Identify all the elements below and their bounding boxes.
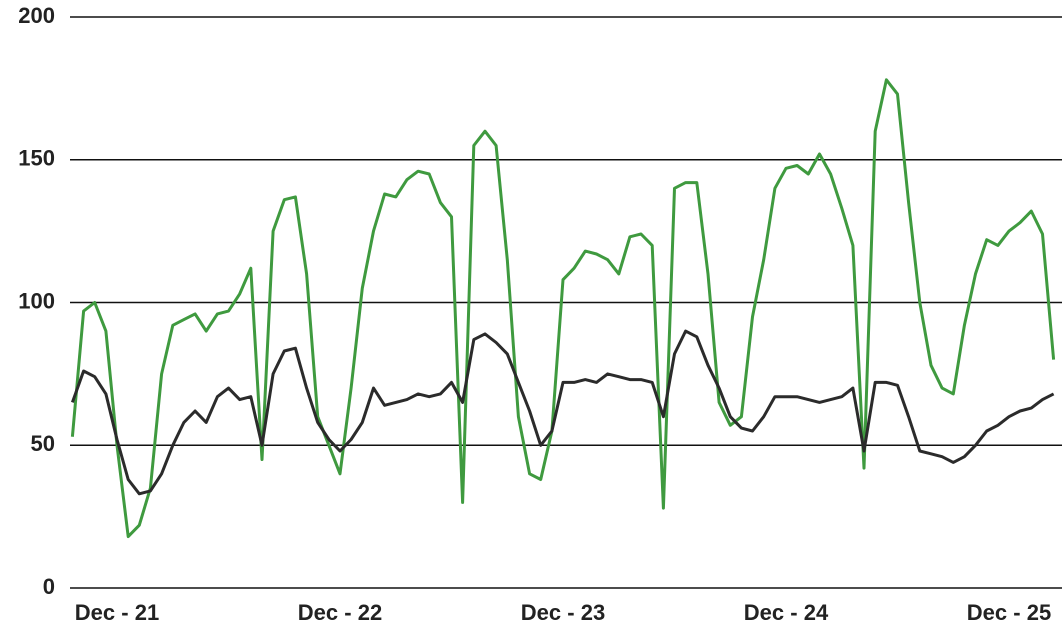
x-tick-label: Dec - 21 — [75, 600, 159, 625]
x-tick-label: Dec - 24 — [744, 600, 829, 625]
series-line — [70, 329, 1055, 496]
x-tick-label: Dec - 25 — [967, 600, 1051, 625]
y-tick-label: 100 — [18, 288, 55, 313]
y-tick-label: 50 — [31, 431, 55, 456]
series-line — [70, 78, 1056, 539]
y-tick-label: 150 — [18, 146, 55, 171]
y-tick-label: 200 — [18, 3, 55, 28]
x-tick-label: Dec - 23 — [521, 600, 605, 625]
y-tick-label: 0 — [43, 574, 55, 599]
x-tick-label: Dec - 22 — [298, 600, 382, 625]
